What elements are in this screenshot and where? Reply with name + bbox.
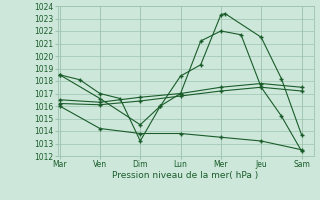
X-axis label: Pression niveau de la mer( hPa ): Pression niveau de la mer( hPa ) bbox=[112, 171, 259, 180]
